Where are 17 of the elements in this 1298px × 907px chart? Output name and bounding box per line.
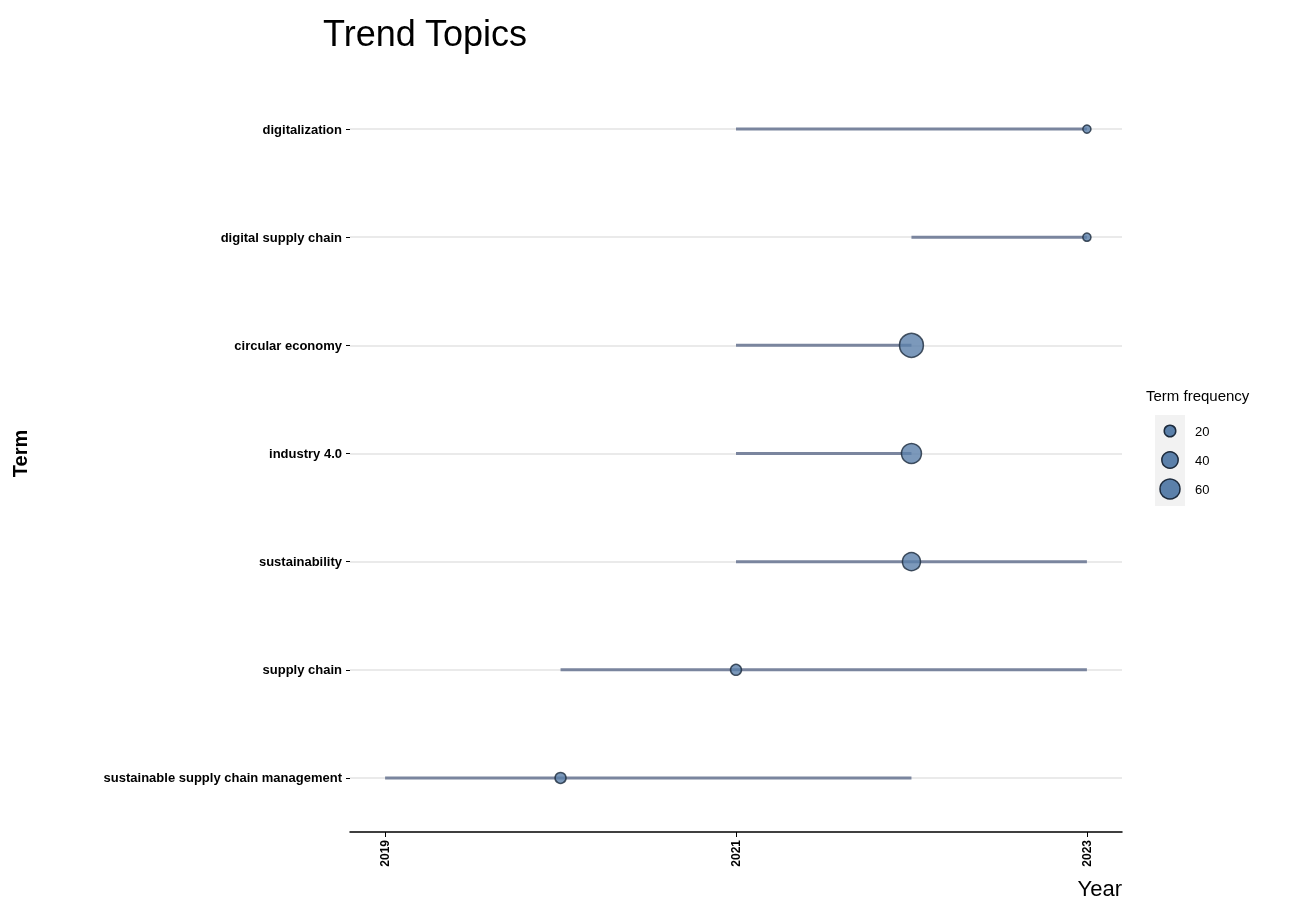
y-tick-label: supply chain (262, 662, 343, 678)
x-axis-title: Year (1077, 875, 1122, 901)
x-tick-label: 2021 (729, 839, 743, 867)
legend-label: 60 (1195, 481, 1210, 497)
y-tick-label: sustainability (258, 554, 343, 570)
y-axis-title: Term (9, 429, 31, 478)
legend-label: 20 (1195, 423, 1210, 439)
legend-label: 40 (1195, 452, 1210, 468)
y-tick-label: industry 4.0 (269, 446, 342, 461)
legend-title: Term frequency (1146, 387, 1250, 404)
y-tick-label: digital supply chain (220, 229, 343, 245)
x-tick-label: 2023 (1079, 839, 1094, 867)
x-tick-label: 2019 (378, 839, 393, 867)
y-tick-label: circular economy (234, 337, 343, 353)
y-tick-label: digitalization (262, 121, 343, 137)
y-tick-label: sustainable supply chain management (103, 770, 343, 786)
chart-title: Trend Topics (323, 12, 528, 54)
